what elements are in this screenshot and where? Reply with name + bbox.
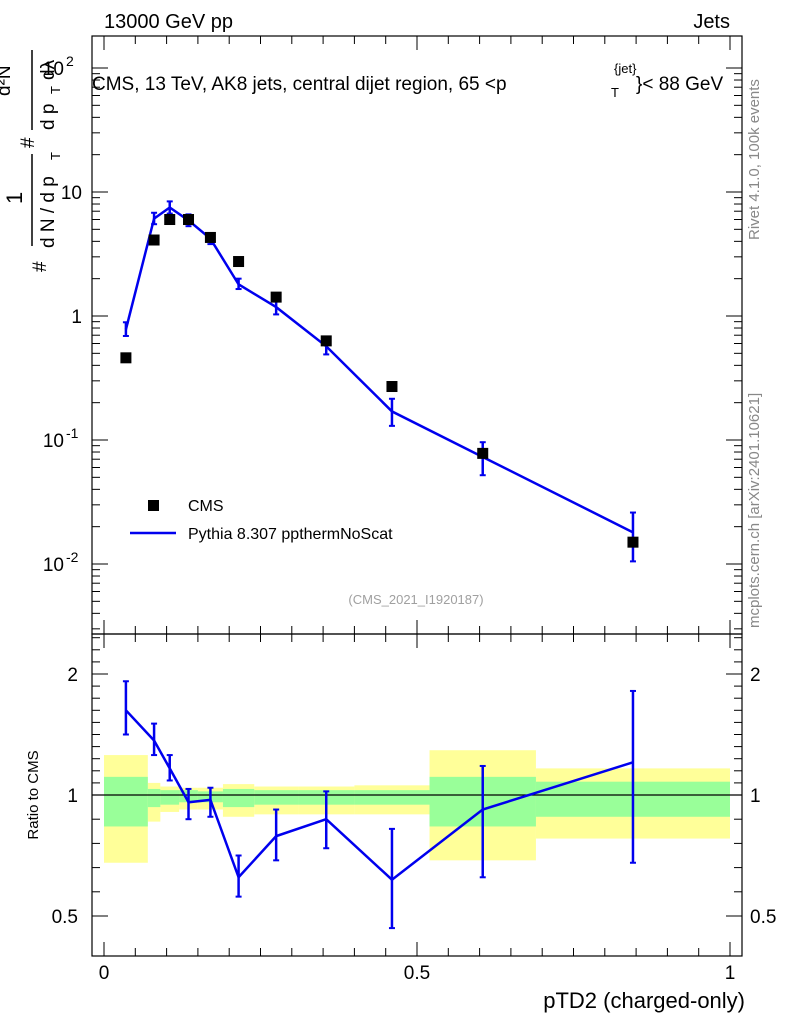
ratio-y-tick-label-right: 2 [750,665,761,686]
ylabel-one: 1 [2,192,27,204]
rivet-version-text: Rivet 4.1.0, 100k events [746,79,763,240]
cms-data-point [164,214,176,226]
ylabel-dpt: d p [38,104,59,130]
ylabel-d2N: d²N [0,65,15,96]
ylabel-hash-1: # [30,261,51,272]
cms-data-point [183,214,195,226]
main-y-tick-label: 1 [71,307,82,328]
ratio-y-tick-label: 1 [67,786,78,807]
ylabel-dpt-sub: T [48,86,63,94]
ratio-panel: 0.5 0.51 12 2 0 0.5 1 Ratio to CMS pTD2 (char… [25,633,777,1013]
main-ticks [92,36,742,634]
plot-title: CMS, 13 TeV, AK8 jets, central dijet reg… [92,61,723,100]
cms-data-point [148,234,160,246]
cms-series [120,214,639,548]
inner-uncertainty-band [222,788,255,808]
ylabel-hash-2: # [18,137,39,148]
ratio-ticks [92,634,742,956]
main-y-tick-label: 10 [43,431,64,452]
inner-uncertainty-band [354,790,430,805]
main-y-tick-label: 10 [43,555,64,576]
header-right: Jets [693,11,730,33]
legend-cms-label: CMS [188,498,224,515]
main-plot-frame [91,35,743,635]
x-tick-label: 1 [725,963,736,984]
title-sub: T [611,85,619,100]
legend-pythia-label: Pythia 8.307 ppthermNoScat [188,526,393,543]
ylabel-dlam: dλ [38,59,59,80]
title-main: CMS, 13 TeV, AK8 jets, central dijet reg… [92,74,507,95]
main-y-tick-exponent: -1 [66,425,79,441]
cms-data-point [386,381,398,393]
legend: CMS Pythia 8.307 ppthermNoScat [130,498,393,543]
inner-uncertainty-band [147,788,161,808]
cms-data-point [627,536,639,548]
inner-uncertainty-band [254,790,299,805]
ratio-y-tick-label-right: 1 [750,786,761,807]
cms-data-point [320,335,332,347]
analysis-watermark: (CMS_2021_I1920187) [348,592,483,607]
legend-cms-marker [148,500,159,511]
header-left: 13000 GeV pp [104,11,233,33]
main-y-axis-label: # 1 d N / d p T # d²N d p T dλ [0,50,63,272]
title-tail: }< 88 GeV [636,74,723,95]
pythia-line [124,205,634,534]
main-y-tick-exponent: 2 [66,53,74,69]
main-y-tick-label: 10 [43,59,64,80]
cms-data-point [477,447,489,459]
x-tick-label: 0 [99,963,110,984]
ratio-y-tick-label-right: 0.5 [750,907,776,928]
cms-data-point [204,231,216,243]
ylabel-dN-sub: T [48,152,63,160]
ratio-y-tick-labels: 0.5 0.5 1 1 2 2 [52,665,777,928]
ratio-y-axis-label: Ratio to CMS [25,750,42,839]
ratio-y-tick-label: 2 [67,665,78,686]
inner-uncertainty-band [160,790,180,805]
ratio-pythia-series [122,680,636,930]
cms-data-point [233,256,245,268]
inner-uncertainty-band [104,776,148,827]
x-tick-labels: 0 0.5 1 [99,963,736,984]
title-sup: {jet} [614,61,637,76]
uncertainty-bands [104,750,730,863]
mcplots-site-text: mcplots.cern.ch [arXiv:2401.10621] [746,393,763,628]
ylabel-dN: d N / d p [38,176,59,248]
x-axis-label: pTD2 (charged-only) [543,988,745,1013]
main-y-tick-exponent: -2 [66,549,79,565]
cms-data-point [270,291,282,303]
cms-data-point [120,352,132,364]
main-y-tick-label: 10 [61,183,82,204]
x-tick-label: 0.5 [404,963,430,984]
ratio-y-tick-label: 0.5 [52,907,78,928]
